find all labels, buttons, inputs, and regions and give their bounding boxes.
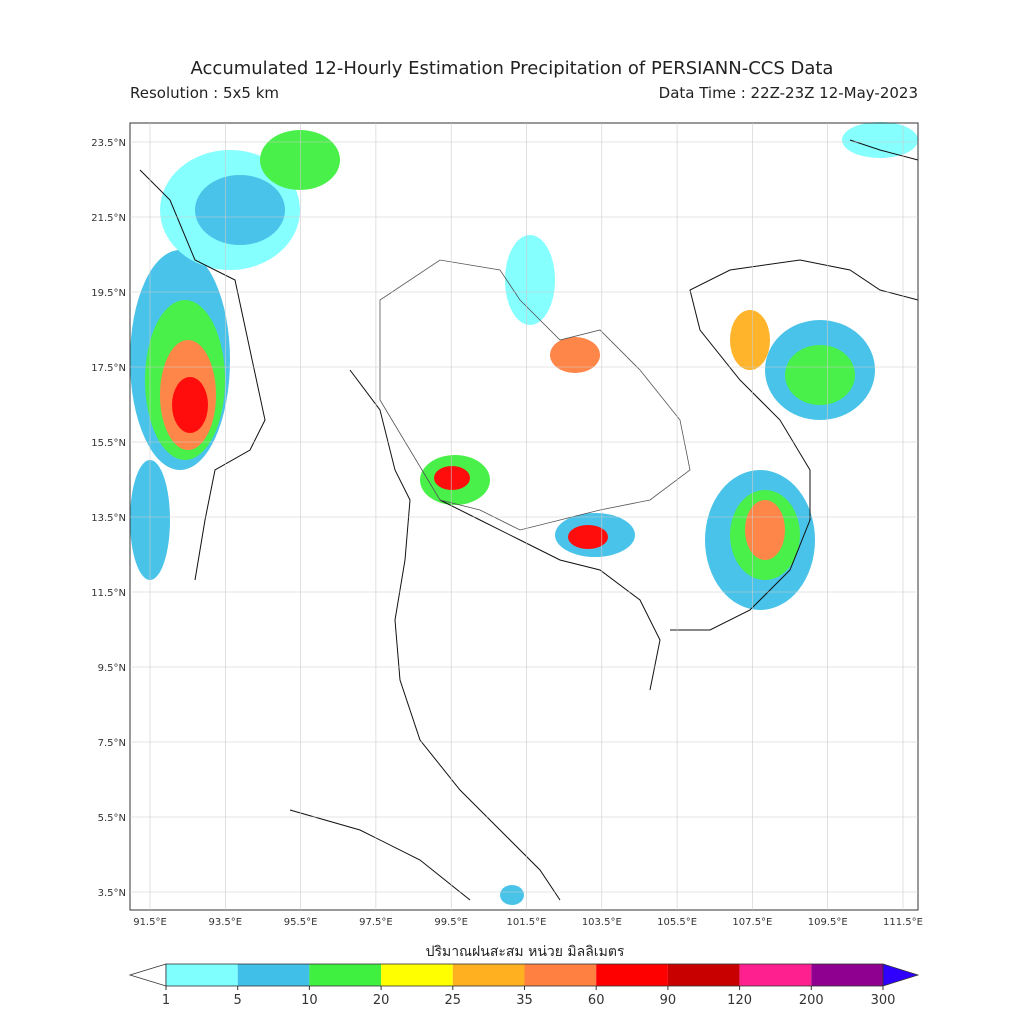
lon-label: 101.5°E (507, 917, 547, 928)
coastline (849, 139, 919, 161)
colorbar-segment (524, 964, 597, 986)
data-time: Data Time : 22Z-23Z 12-May-2023 (658, 84, 918, 102)
colorbar-segment (166, 964, 238, 986)
colorbar-label: 120 (727, 993, 752, 1008)
rain (505, 235, 555, 325)
rain (785, 345, 855, 405)
lat-label: 15.5°N (91, 438, 126, 449)
lon-label: 109.5°E (808, 917, 848, 928)
colorbar-segment (811, 964, 883, 986)
colorbar-segment (596, 964, 668, 986)
rain (745, 500, 785, 560)
coastline (349, 369, 561, 901)
colorbar-label: 5 (234, 993, 242, 1008)
lon-label: 91.5°E (133, 917, 167, 928)
rain (172, 377, 208, 433)
coastline (670, 259, 919, 631)
title: Accumulated 12-Hourly Estimation Precipi… (190, 58, 834, 79)
colorbar-label: 60 (588, 993, 605, 1008)
lon-label: 105.5°E (657, 917, 697, 928)
border (379, 259, 691, 531)
colorbar-label: 1 (162, 993, 170, 1008)
colorbar-segment (381, 964, 453, 986)
colorbar-under (128, 963, 167, 987)
lon-label: 95.5°E (284, 917, 318, 928)
rain (568, 525, 608, 549)
colorbar-segment (739, 964, 812, 986)
rain (434, 466, 470, 490)
rain (500, 885, 524, 905)
lat-label: 17.5°N (91, 363, 126, 374)
resolution: Resolution : 5x5 km (130, 84, 279, 102)
rain (195, 175, 285, 245)
lon-label: 111.5°E (883, 917, 923, 928)
lat-label: 21.5°N (91, 213, 126, 224)
lon-label: 103.5°E (582, 917, 622, 928)
lon-label: 99.5°E (434, 917, 468, 928)
thailand-border (379, 259, 691, 531)
coastline (289, 809, 471, 901)
coastline (439, 499, 661, 691)
colorbar-label: 300 (871, 993, 896, 1008)
lat-label: 5.5°N (98, 813, 126, 824)
legend-title: ปริมาณฝนสะสม หน่วย มิลลิเมตร (425, 944, 625, 960)
rain (842, 122, 918, 158)
rain (730, 310, 770, 370)
lon-label: 97.5°E (359, 917, 393, 928)
colorbar-label: 200 (799, 993, 824, 1008)
lat-label: 3.5°N (98, 888, 126, 899)
lat-label: 23.5°N (91, 138, 126, 149)
rain (260, 130, 340, 190)
lat-label: 9.5°N (98, 663, 126, 674)
colorbar-label: 90 (660, 993, 677, 1008)
coastline (139, 169, 266, 581)
colorbar-segment (667, 964, 740, 986)
colorbar-segment (237, 964, 310, 986)
rain (550, 337, 600, 373)
lon-label: 107.5°E (732, 917, 772, 928)
lat-label: 19.5°N (91, 288, 126, 299)
coastlines (139, 139, 919, 901)
lat-label: 7.5°N (98, 738, 126, 749)
colorbar-label: 10 (301, 993, 318, 1008)
lat-label: 13.5°N (91, 513, 126, 524)
lon-label: 93.5°E (209, 917, 243, 928)
colorbar-segment (309, 964, 382, 986)
lat-label: 11.5°N (91, 588, 126, 599)
colorbar-segment (452, 964, 525, 986)
rain-blobs (130, 122, 918, 905)
colorbar-label: 20 (373, 993, 390, 1008)
colorbar-label: 25 (445, 993, 462, 1008)
colorbar-label: 35 (516, 993, 533, 1008)
colorbar-over (882, 963, 920, 987)
map-frame (129, 122, 919, 911)
